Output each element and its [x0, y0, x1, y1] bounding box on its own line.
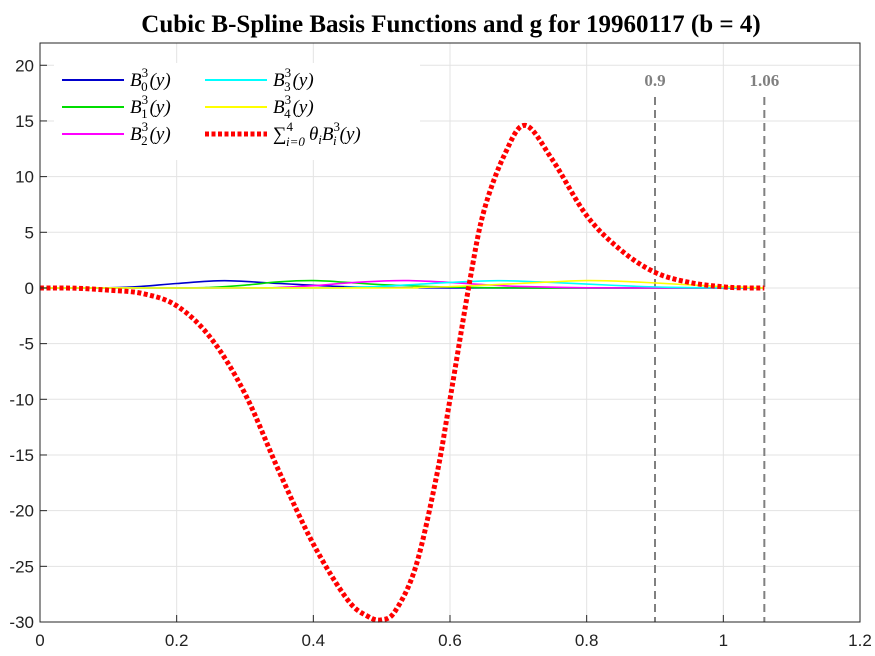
x-tick-label: 1.2 — [848, 631, 872, 650]
legend-label: B3 4 (y) — [273, 92, 314, 121]
x-tick-label: 0.4 — [302, 631, 326, 650]
y-tick-label: -20 — [9, 502, 34, 521]
y-tick-label: 20 — [15, 56, 34, 75]
chart-title: Cubic B-Spline Basis Functions and g for… — [141, 11, 760, 38]
x-tick-label: 0.8 — [575, 631, 599, 650]
y-tick-label: -10 — [9, 390, 34, 409]
legend-label: B3 1 (y) — [130, 92, 171, 121]
reference-line-label: 0.9 — [644, 71, 665, 90]
series-line-5 — [39, 122, 765, 623]
series-line-4 — [39, 279, 765, 289]
series-group — [39, 122, 765, 623]
reference-lines: 0.9 1.06 — [644, 71, 779, 622]
reference-line-label: 1.06 — [749, 71, 779, 90]
legend: B3 0 (y) B3 3 (y) B3 1 (y) B3 4 (y) B3 2 (y) ∑4 i=0 θiB3 i… — [54, 63, 420, 160]
legend-label: ∑4 i=0 θiB3 i (y) — [273, 119, 361, 149]
y-tick-label: 10 — [15, 168, 34, 187]
y-tick-label: 15 — [15, 112, 34, 131]
x-tick-label: 1 — [719, 631, 728, 650]
y-axis: 20 15 10 5 0 -5 -10 -15 -20 -25 -30 — [9, 56, 47, 632]
x-tick-label: 0 — [35, 631, 44, 650]
x-tick-label: 0.2 — [165, 631, 189, 650]
y-tick-label: 0 — [25, 279, 34, 298]
y-tick-label: -15 — [9, 446, 34, 465]
legend-label: B3 0 (y) — [130, 65, 171, 94]
legend-box — [54, 63, 420, 160]
y-tick-label: -25 — [9, 557, 34, 576]
x-tick-label: 0.6 — [438, 631, 462, 650]
legend-label: B3 2 (y) — [130, 119, 171, 148]
x-axis: 0 0.2 0.4 0.6 0.8 1 1.2 — [35, 615, 872, 650]
y-tick-label: -5 — [19, 335, 34, 354]
legend-label: B3 3 (y) — [273, 65, 314, 94]
y-tick-label: 5 — [25, 223, 34, 242]
y-tick-label: -30 — [9, 613, 34, 632]
